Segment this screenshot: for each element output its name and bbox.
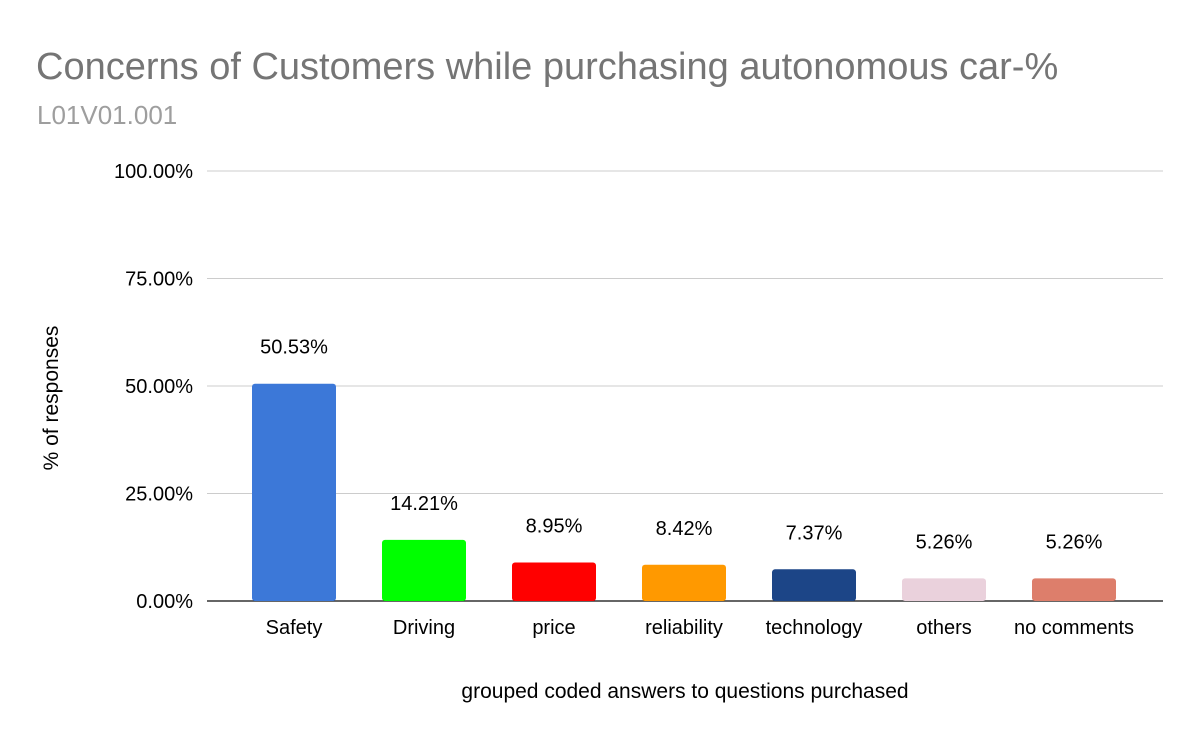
data-label: 5.26% [1046,531,1103,553]
data-labels: 50.53% 14.21% 8.95% 8.42% 7.37% 5.26% 5.26% [260,337,1102,554]
bar-no-comments [1032,578,1116,601]
x-tick-label: no comments [1014,617,1134,639]
x-tick-labels: Safety Driving price reliability technology o… [266,617,1134,639]
x-axis-title: grouped coded answers to questions purch… [461,680,908,703]
y-axis-title: % of responses [40,326,63,471]
y-tick-label: 100.00% [114,161,193,183]
bar-reliability [642,564,726,601]
chart-subtitle: L01V01.001 [37,100,178,130]
x-tick-label: technology [766,617,863,639]
y-tick-label: 50.00% [125,376,193,398]
chart-title: Concerns of Customers while purchasing a… [36,46,1059,88]
data-label: 7.37% [786,522,843,544]
bars [252,383,1116,601]
x-tick-label: Driving [393,617,455,639]
y-tick-labels: 0.00% 25.00% 50.00% 75.00% 100.00% [114,161,193,613]
bar-others [902,578,986,601]
x-tick-label: others [916,617,972,639]
y-tick-label: 0.00% [136,591,193,613]
y-tick-label: 25.00% [125,484,193,506]
y-tick-label: 75.00% [125,269,193,291]
bar-driving [382,539,466,601]
data-label: 14.21% [390,493,458,515]
x-tick-label: reliability [645,617,723,639]
bar-technology [772,569,856,601]
x-tick-label: price [532,617,575,639]
bar-safety [252,383,336,601]
x-tick-label: Safety [266,617,323,639]
bar-price [512,562,596,601]
data-label: 8.42% [656,518,713,540]
data-label: 8.95% [526,516,583,538]
data-label: 50.53% [260,337,328,359]
data-label: 5.26% [916,531,973,553]
